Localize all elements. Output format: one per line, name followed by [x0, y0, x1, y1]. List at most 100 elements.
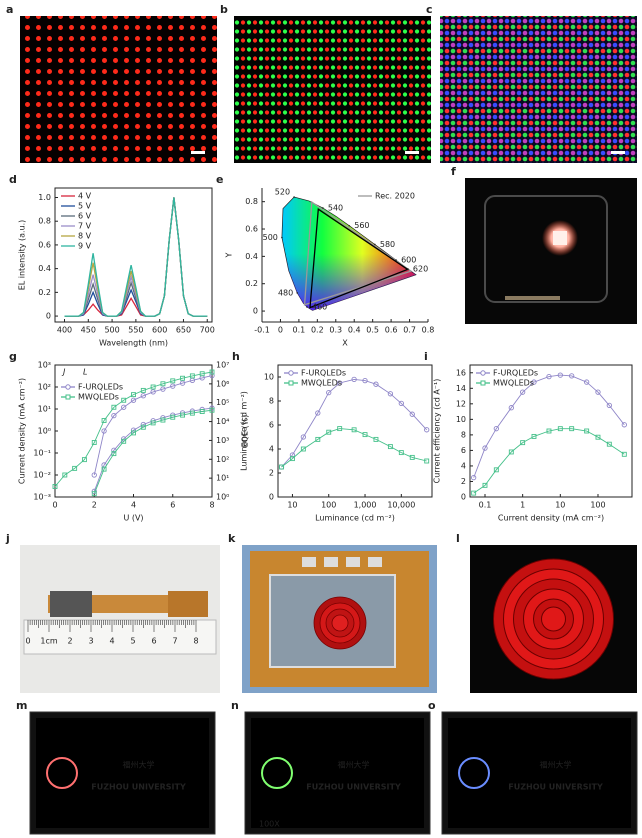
- marker: [121, 404, 127, 410]
- y2-tick-label: 10¹: [216, 474, 229, 483]
- marker: [72, 465, 78, 471]
- legend-marker: [480, 380, 486, 386]
- y-tick-label: 14: [456, 384, 466, 393]
- marker: [398, 450, 404, 456]
- bond-pad: [346, 557, 360, 567]
- marker: [326, 389, 332, 396]
- x-tick-label: 600: [152, 326, 167, 335]
- panel-label: l: [456, 532, 460, 545]
- legend-label: F-URQLEDs: [78, 383, 123, 392]
- y-tick-label: 6: [269, 421, 274, 430]
- x-tick-label: 0.6: [385, 326, 398, 335]
- marker: [209, 372, 215, 379]
- y-tick-label: 10³: [38, 361, 51, 370]
- panel-label: a: [6, 3, 13, 16]
- marker: [493, 467, 499, 473]
- y-tick-label: 4: [461, 461, 466, 470]
- marker: [150, 384, 156, 390]
- locus-point: [293, 196, 295, 198]
- display-title: 福州大学: [540, 760, 572, 770]
- x-tick-label: 8: [209, 501, 214, 510]
- x-tick-label: 10,000: [387, 501, 415, 510]
- marker: [409, 454, 415, 460]
- scale-bar: [191, 151, 205, 154]
- marker: [482, 445, 488, 451]
- marker: [606, 441, 612, 447]
- marker: [209, 369, 215, 375]
- y-axis-label: EQE (%): [241, 415, 250, 448]
- x-tick-label: 0.8: [422, 326, 435, 335]
- series-line: [281, 378, 428, 468]
- bond-pad: [302, 557, 316, 567]
- marker: [170, 414, 176, 420]
- marker: [569, 373, 575, 379]
- marker: [326, 429, 332, 435]
- ruler-label: 4: [109, 637, 114, 646]
- panel-label: d: [9, 173, 17, 186]
- x-tick-label: 100: [590, 501, 605, 510]
- logo: [261, 757, 293, 789]
- x-tick-label: 4: [131, 501, 136, 510]
- x-tick-label: -0.1: [254, 326, 270, 335]
- series-line: [54, 371, 213, 487]
- y-tick-label: 10¹: [38, 405, 51, 414]
- x-tick-label: 0: [278, 326, 283, 335]
- x-tick-label: 10: [287, 501, 297, 510]
- marker: [546, 373, 552, 380]
- display-subtitle: FUZHOU UNIVERSITY: [306, 783, 401, 792]
- x-tick-label: 1,000: [354, 501, 377, 510]
- wavelength-label: 600: [401, 256, 416, 265]
- marker: [508, 405, 514, 411]
- marker: [300, 434, 307, 440]
- y-tick-label: 10⁻²: [33, 471, 51, 480]
- wavelength-label: 520: [275, 188, 290, 197]
- legend-label: Rec. 2020: [375, 192, 415, 201]
- marker: [199, 371, 205, 377]
- bond-pad: [324, 557, 338, 567]
- y-tick-label: 16: [456, 368, 466, 377]
- marker: [160, 417, 166, 423]
- y-tick-label: 0.8: [245, 197, 258, 206]
- legend-marker: [65, 384, 71, 390]
- legend-label: MWQLEDs: [493, 379, 534, 388]
- plot-frame: [277, 364, 433, 498]
- marker: [595, 434, 601, 440]
- marker: [180, 412, 186, 418]
- marker: [101, 428, 107, 434]
- x-tick-label: 650: [176, 326, 191, 335]
- marker: [595, 389, 601, 395]
- annotation: L: [83, 368, 87, 377]
- y-tick-label: 10⁰: [38, 427, 51, 436]
- marker: [289, 456, 295, 462]
- marker: [121, 438, 127, 444]
- panel-label: o: [428, 699, 436, 712]
- marker: [140, 393, 146, 399]
- marker: [373, 381, 379, 387]
- x-tick-label: 550: [128, 326, 143, 335]
- ruler-label: 5: [130, 637, 135, 646]
- legend-label: 8 V: [78, 232, 92, 241]
- legend-label: F-URQLEDs: [493, 369, 538, 378]
- marker: [520, 389, 526, 395]
- marker: [315, 410, 321, 416]
- marker: [130, 427, 137, 433]
- panel-label: c: [426, 3, 433, 16]
- y-tick-label: 0: [253, 307, 258, 316]
- y2-tick-label: 10⁰: [216, 493, 229, 502]
- locus-point: [306, 306, 308, 308]
- locus-point: [348, 224, 351, 227]
- marker: [140, 421, 146, 428]
- marker: [387, 391, 394, 397]
- series-line: [473, 374, 625, 478]
- marker: [471, 474, 477, 481]
- marker: [130, 397, 137, 403]
- dot-array: [440, 16, 637, 163]
- annotation: J: [61, 368, 66, 377]
- locus-point: [296, 292, 299, 294]
- series-line: [93, 375, 213, 476]
- ruler: [23, 619, 217, 655]
- y-tick-label: 10: [456, 415, 466, 424]
- y-tick-label: 0.8: [38, 217, 51, 226]
- series-line: [281, 428, 427, 468]
